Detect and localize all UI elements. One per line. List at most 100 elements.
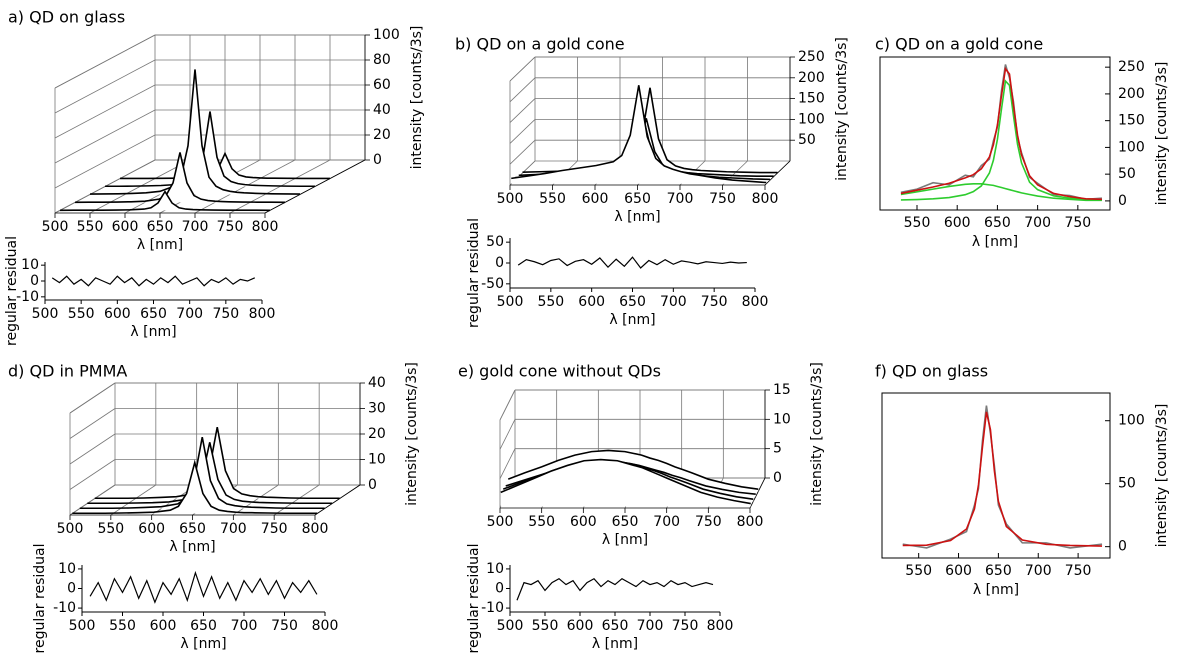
x-tick-label: 500 (497, 294, 524, 310)
x-tick-label: 800 (249, 306, 276, 322)
x-tick-label: 650 (985, 563, 1012, 579)
x-tick-label: 550 (904, 215, 931, 231)
y-tick-label: 100 (1118, 413, 1145, 429)
panel-title: e) gold cone without QDs (458, 362, 661, 381)
spectrum-curve (900, 64, 1103, 201)
spectrum-curve (900, 79, 1102, 201)
x-tick-label: 500 (57, 521, 84, 537)
y-axis-label: regular residual (466, 544, 482, 654)
z-tick-label: 40 (373, 102, 391, 118)
spectrum (87, 442, 333, 505)
residual-line (517, 256, 747, 269)
x-tick-label: 800 (742, 294, 769, 310)
side-grid-line (69, 484, 116, 516)
x-tick-label: 700 (231, 618, 258, 634)
side-grid-line (69, 382, 116, 414)
side-grid-line (509, 77, 536, 103)
z-axis-label: intensity [counts/3s] (409, 26, 425, 170)
x-axis-label: λ [nm] (602, 532, 648, 548)
x-tick-label: 800 (707, 618, 734, 634)
x-tick-label: 650 (190, 618, 217, 634)
x-tick-label: 650 (147, 219, 174, 235)
y-tick-label: 10 (21, 257, 39, 273)
side-grid-line (69, 433, 116, 465)
x-tick-label: 800 (252, 219, 279, 235)
side-grid-line (69, 459, 116, 490)
x-tick-label: 700 (667, 191, 694, 207)
z-tick-label: 100 (373, 27, 400, 43)
x-tick-label: 600 (944, 215, 971, 231)
x-tick-label: 800 (312, 618, 339, 634)
x-tick-label: 500 (32, 306, 59, 322)
spectrum (94, 426, 340, 500)
z-tick-label: 0 (773, 470, 782, 486)
x-tick-label: 750 (709, 191, 736, 207)
y-tick-label: -50 (481, 276, 504, 292)
side-grid-line (54, 59, 156, 114)
panel-title: f) QD on glass (875, 362, 988, 381)
x-tick-label: 700 (637, 618, 664, 634)
x-axis-label: λ [nm] (137, 237, 183, 253)
spectrum (511, 85, 767, 184)
y-axis-label: regular residual (32, 544, 48, 654)
y-tick-label: 0 (30, 273, 39, 289)
x-tick-label: 650 (140, 306, 167, 322)
side-grid-line (499, 448, 516, 479)
z-tick-label: 5 (773, 441, 782, 457)
x-tick-label: 600 (138, 521, 165, 537)
x-axis-label: λ [nm] (169, 539, 215, 555)
y-tick-label: 10 (486, 561, 504, 577)
z-tick-label: 250 (798, 49, 825, 65)
side-grid-line (509, 139, 536, 165)
side-grid-line (499, 389, 516, 421)
panel-title: d) QD in PMMA (8, 362, 127, 381)
x-tick-label: 750 (1064, 215, 1091, 231)
y-tick-label: 0 (495, 581, 504, 597)
x-tick-label: 650 (602, 618, 629, 634)
trace-fill (105, 111, 315, 187)
x-axis-label: λ [nm] (130, 324, 176, 340)
x-tick-label: 550 (97, 521, 124, 537)
trace-fill (75, 152, 285, 203)
x-tick-label: 600 (570, 514, 597, 530)
y-tick-label: 50 (1118, 476, 1136, 492)
x-tick-label: 600 (578, 294, 605, 310)
x-axis-label: λ [nm] (973, 582, 1019, 598)
y-tick-label: 0 (495, 255, 504, 271)
x-tick-label: 700 (182, 219, 209, 235)
residual-line (516, 577, 714, 601)
x-tick-label: 750 (695, 514, 722, 530)
plot-frame (881, 392, 1111, 559)
side-grid-line (54, 34, 156, 89)
spectrum (59, 190, 271, 212)
x-tick-label: 600 (104, 306, 131, 322)
x-tick-label: 550 (109, 618, 136, 634)
x-tick-label: 550 (905, 563, 932, 579)
x-tick-label: 600 (567, 618, 594, 634)
trace-fill (120, 153, 330, 179)
y-tick-label: -10 (481, 600, 504, 616)
y-tick-label: 100 (1118, 139, 1145, 155)
trace-fill (90, 69, 300, 195)
y-tick-label: 200 (1118, 86, 1145, 102)
x-tick-label: 600 (112, 219, 139, 235)
side-grid-line (54, 84, 156, 139)
x-axis-label: λ [nm] (609, 312, 655, 328)
x-tick-label: 700 (176, 306, 203, 322)
x-tick-label: 550 (532, 618, 559, 634)
x-tick-label: 600 (945, 563, 972, 579)
y-tick-label: 50 (1118, 166, 1136, 182)
side-grid-line (54, 134, 156, 189)
z-tick-label: 20 (373, 127, 391, 143)
x-tick-label: 600 (150, 618, 177, 634)
y-tick-label: 0 (1118, 193, 1127, 209)
x-tick-label: 700 (653, 514, 680, 530)
x-tick-label: 700 (220, 521, 247, 537)
x-tick-label: 650 (612, 514, 639, 530)
side-grid-line (499, 419, 516, 450)
trace-fill (511, 85, 767, 184)
z-axis-label: intensity [counts/3s] (809, 362, 825, 506)
z-tick-label: 30 (368, 401, 386, 417)
spectrum (120, 151, 330, 180)
panel-title: b) QD on a gold cone (455, 35, 625, 54)
